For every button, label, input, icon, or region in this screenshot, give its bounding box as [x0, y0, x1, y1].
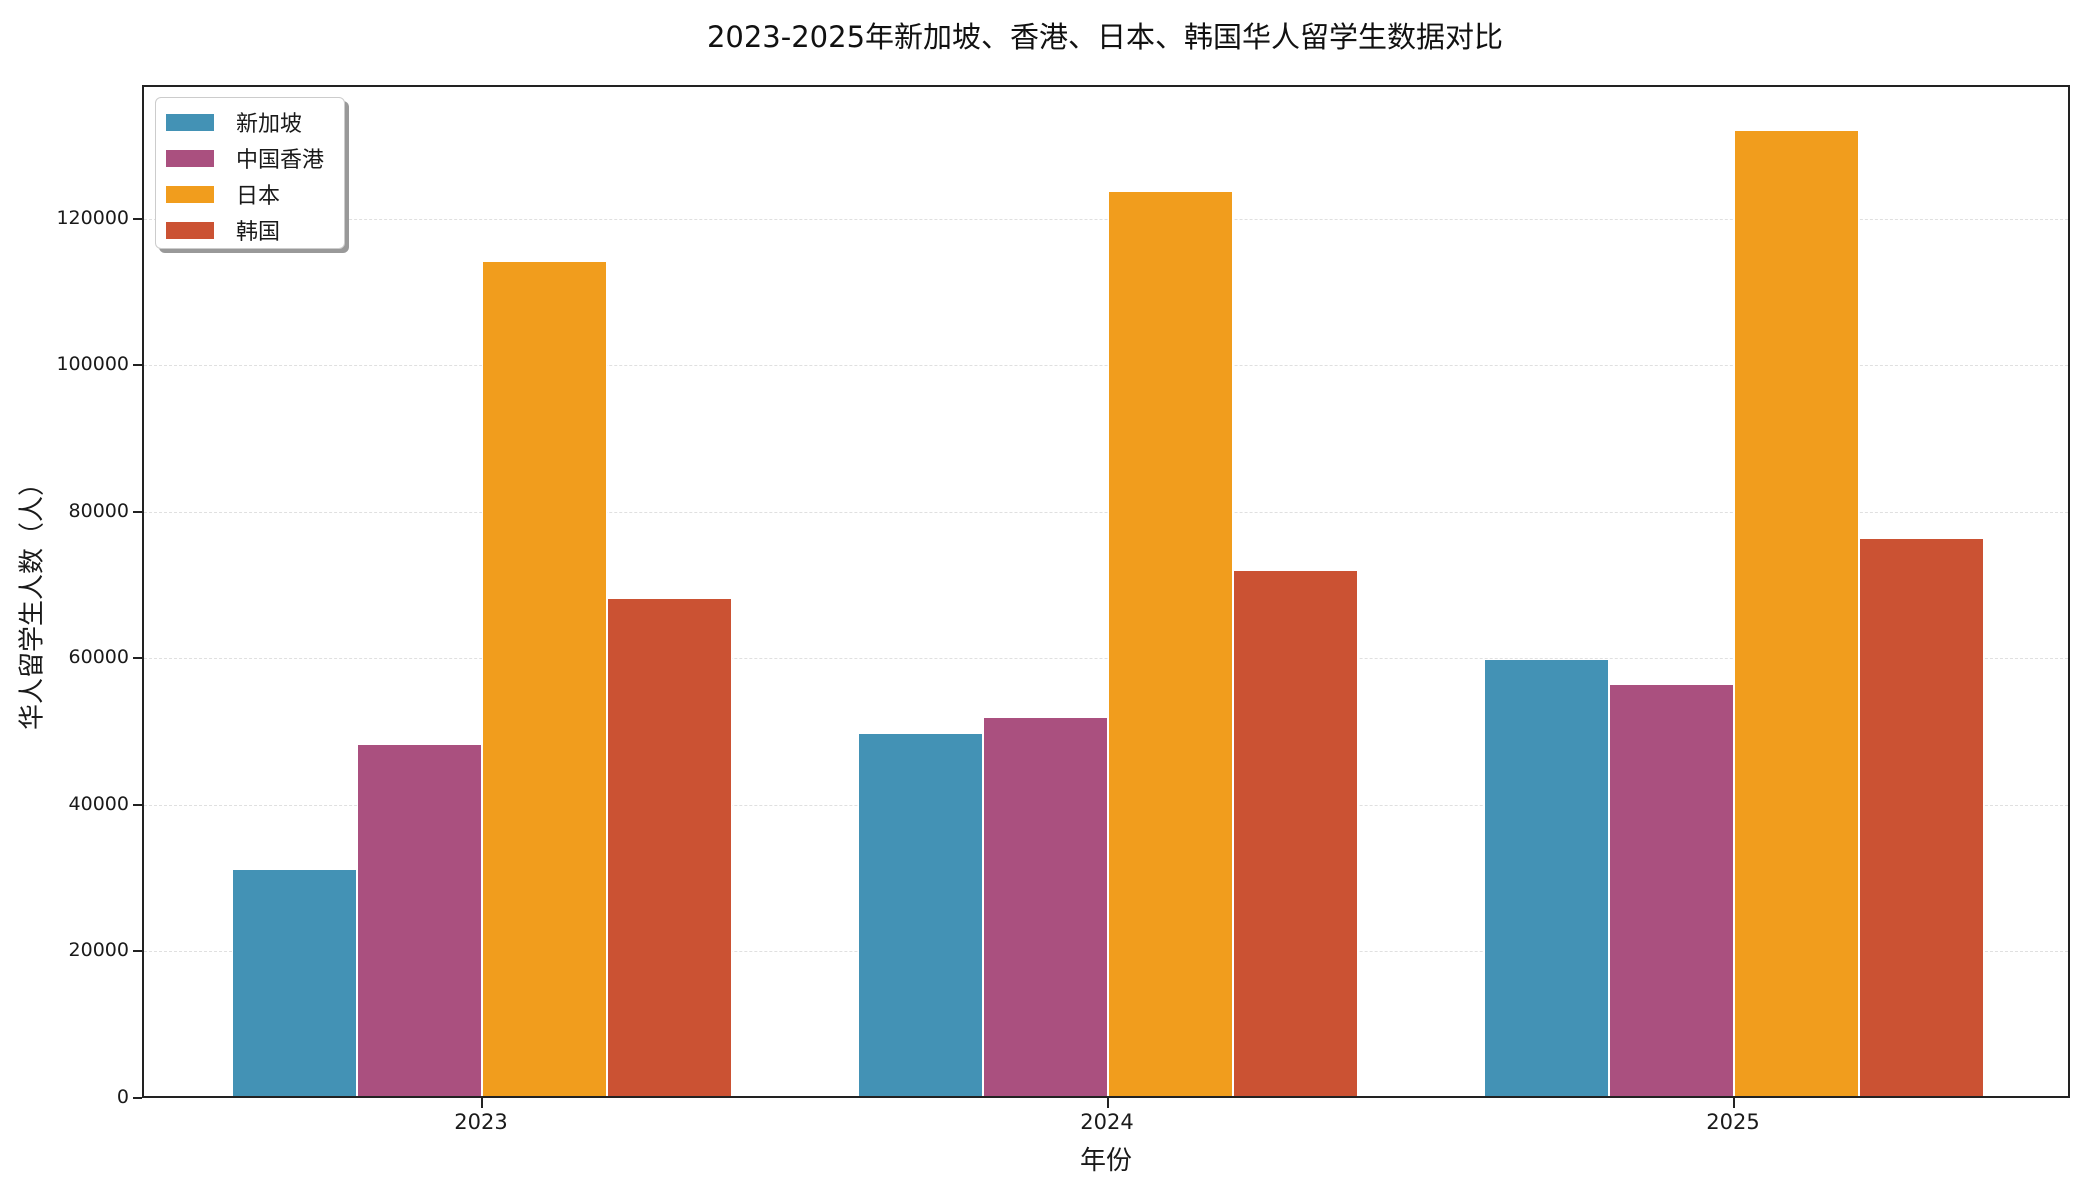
- x-tick-label: 2025: [1706, 1110, 1760, 1134]
- legend-swatch: [166, 113, 214, 131]
- y-tick-mark: [133, 217, 142, 220]
- legend-label: 日本: [236, 184, 281, 209]
- gridline: [144, 511, 2068, 513]
- gridline: [144, 365, 2068, 367]
- y-axis-title: 华人留学生人数（人）: [17, 469, 48, 731]
- bar-2024-0: [858, 732, 983, 1096]
- x-tick-label: 2024: [1080, 1110, 1134, 1134]
- y-tick-label: 40000: [68, 792, 129, 815]
- y-tick-mark: [133, 803, 142, 806]
- x-tick-mark: [481, 1098, 483, 1108]
- bar-2023-1: [357, 744, 482, 1096]
- legend-label: 中国香港: [236, 148, 325, 173]
- y-tick-label: 20000: [68, 939, 129, 962]
- bar-2024-2: [1108, 191, 1233, 1096]
- bar-2023-0: [232, 868, 357, 1096]
- y-tick-mark: [133, 1097, 142, 1099]
- legend-item: 日本: [166, 176, 344, 212]
- legend-swatch: [166, 185, 214, 203]
- x-tick-mark: [1733, 1098, 1735, 1108]
- gridline: [144, 658, 2068, 660]
- legend-item: 新加坡: [166, 104, 344, 140]
- bar-2023-2: [482, 260, 607, 1096]
- y-tick-mark: [133, 950, 142, 953]
- gridline: [144, 218, 2068, 220]
- y-tick-mark: [133, 364, 142, 367]
- legend-item: 韩国: [166, 212, 344, 248]
- x-tick-label: 2023: [454, 1110, 508, 1134]
- bar-2024-3: [1233, 570, 1358, 1096]
- y-tick-label: 60000: [68, 646, 129, 669]
- y-tick-label: 0: [116, 1086, 129, 1108]
- bar-2023-3: [607, 597, 732, 1096]
- y-tick-label: 80000: [68, 499, 129, 522]
- legend-swatch: [166, 221, 214, 239]
- chart-title: 2023-2025年新加坡、香港、日本、韩国华人留学生数据对比: [706, 20, 1504, 54]
- legend-label: 新加坡: [236, 112, 303, 137]
- bar-2025-1: [1609, 684, 1734, 1096]
- legend: 新加坡中国香港日本韩国: [155, 97, 345, 249]
- legend-label: 韩国: [236, 220, 281, 245]
- y-tick-label: 120000: [56, 206, 129, 229]
- x-tick-mark: [1107, 1098, 1109, 1108]
- y-tick-label: 100000: [56, 353, 129, 376]
- bar-2025-0: [1484, 658, 1609, 1096]
- plot-area: [142, 85, 2070, 1098]
- x-axis-title: 年份: [1079, 1146, 1133, 1176]
- bar-2024-1: [983, 717, 1108, 1096]
- legend-swatch: [166, 149, 214, 167]
- legend-item: 中国香港: [166, 140, 344, 176]
- bar-2025-2: [1734, 130, 1859, 1096]
- bar-2025-3: [1859, 537, 1984, 1096]
- y-tick-mark: [133, 657, 142, 660]
- y-tick-mark: [133, 510, 142, 513]
